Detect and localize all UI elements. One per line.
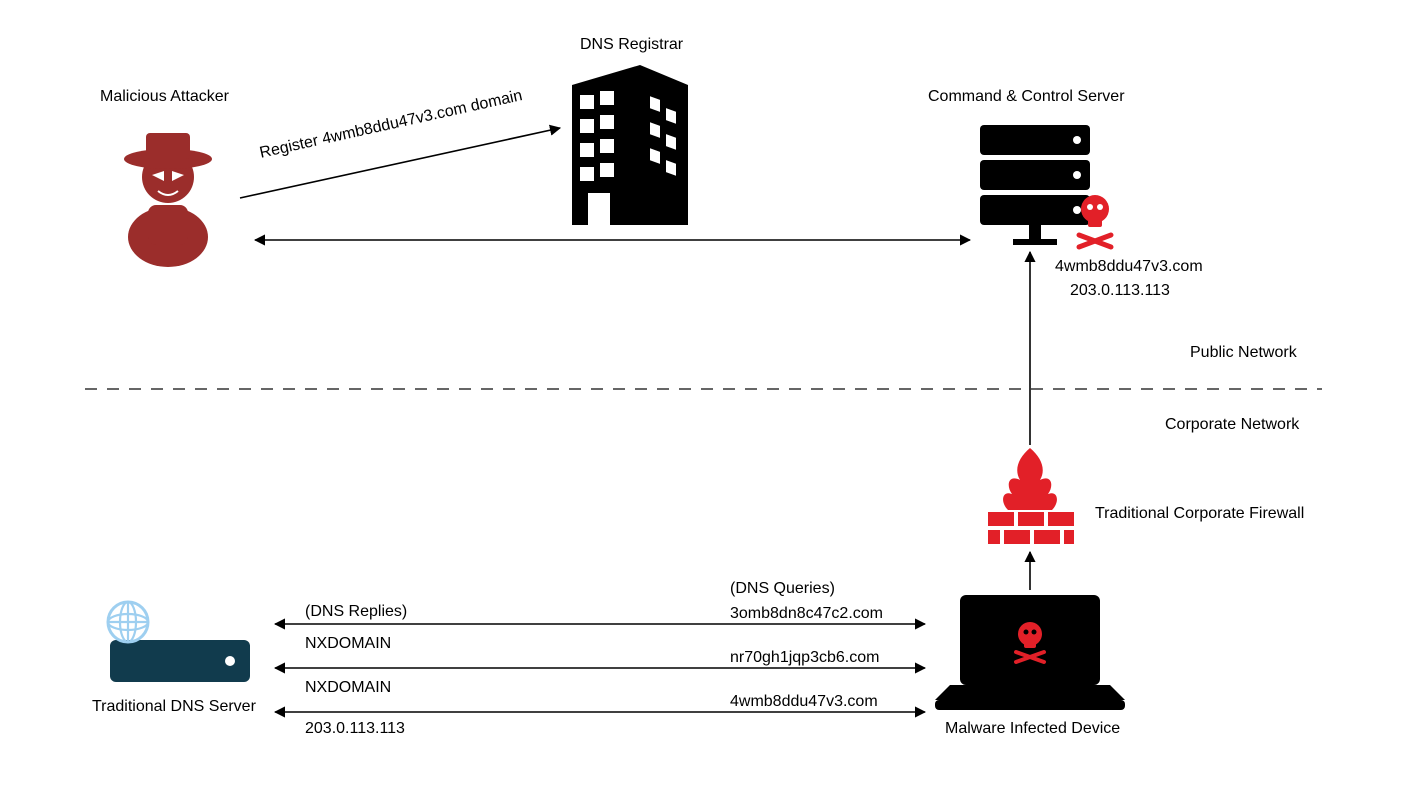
infected-label: Malware Infected Device (945, 720, 1120, 738)
dns-replies-hdr: (DNS Replies) (305, 603, 407, 621)
reply-2: NXDOMAIN (305, 679, 391, 697)
query-3: 4wmb8ddu47v3.com (730, 693, 878, 711)
dns-server-label: Traditional DNS Server (92, 698, 256, 716)
firewall-label: Traditional Corporate Firewall (1095, 505, 1304, 523)
corp-net-label: Corporate Network (1165, 416, 1299, 434)
query-2: nr70gh1jqp3cb6.com (730, 649, 879, 667)
public-net-label: Public Network (1190, 344, 1297, 362)
laptop-icon (935, 595, 1125, 710)
registrar-icon (572, 65, 688, 225)
diagram-stage: Malicious Attacker DNS Registrar Command… (0, 0, 1407, 791)
c2-server-icon (980, 125, 1111, 247)
attacker-label: Malicious Attacker (100, 88, 229, 106)
dns-queries-hdr: (DNS Queries) (730, 580, 835, 598)
firewall-icon (988, 448, 1074, 544)
query-1: 3omb8dn8c47c2.com (730, 605, 883, 623)
diagram-svg (0, 0, 1407, 791)
attacker-icon (124, 133, 212, 267)
reply-3: 203.0.113.113 (305, 720, 405, 738)
reply-1: NXDOMAIN (305, 635, 391, 653)
c2-domain-label: 4wmb8ddu47v3.com (1055, 258, 1203, 276)
dns-server-icon (108, 602, 250, 682)
registrar-label: DNS Registrar (580, 36, 683, 54)
c2-ip-label: 203.0.113.113 (1070, 282, 1170, 300)
c2-label: Command & Control Server (928, 88, 1125, 106)
